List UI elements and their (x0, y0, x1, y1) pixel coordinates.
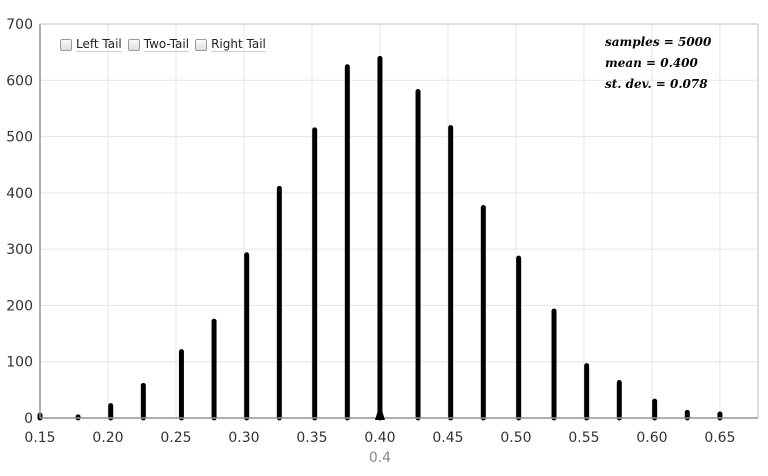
left-tail-label: Left Tail (76, 37, 122, 52)
marker-triangle[interactable] (374, 404, 385, 420)
y-tick-label: 200 (6, 298, 33, 314)
x-tick-labels: 0.15 0.20 0.25 0.30 0.35 0.40 0.45 0.50 0.55 0.60… (24, 430, 735, 446)
summary-stats: samples = 5000 mean = 0.400 st. dev. = 0… (605, 35, 712, 91)
x-tick-label: 0.25 (160, 430, 191, 446)
two-tail-control[interactable]: Two-Tail (127, 37, 190, 52)
tail-controls: Left Tail Two-Tail Right Tail (60, 37, 266, 52)
axes (39, 23, 759, 419)
two-tail-label: Two-Tail (143, 37, 190, 52)
bars (37, 55, 723, 421)
y-tick-labels: 0 100 200 300 400 500 600 700 (6, 17, 33, 427)
x-tick-label: 0.30 (228, 430, 259, 446)
two-tail-checkbox[interactable] (127, 38, 140, 51)
y-tick-label: 100 (6, 355, 33, 371)
left-tail-checkbox[interactable] (60, 38, 72, 51)
stat-sd: st. dev. = 0.078 (605, 77, 708, 91)
x-tick-label: 0.65 (704, 430, 735, 446)
x-tick-label: 0.20 (92, 430, 123, 446)
left-tail-control[interactable]: Left Tail (60, 37, 122, 52)
x-tick-label: 0.35 (296, 430, 327, 446)
stat-mean: mean = 0.400 (605, 56, 698, 70)
y-tick-label: 0 (24, 411, 33, 427)
x-tick-label: 0.40 (364, 430, 395, 446)
marker-label: 0.4 (369, 450, 391, 466)
x-tick-label: 0.50 (500, 430, 531, 446)
x-tick-label: 0.45 (432, 430, 463, 446)
y-tick-label: 700 (6, 17, 33, 33)
x-tick-label: 0.60 (636, 430, 667, 446)
y-tick-label: 400 (6, 186, 33, 202)
y-tick-label: 500 (6, 130, 33, 146)
x-tick-label: 0.15 (24, 430, 55, 446)
right-tail-label: Right Tail (211, 37, 266, 52)
stat-samples: samples = 5000 (605, 35, 712, 49)
right-tail-control[interactable]: Right Tail (195, 37, 266, 52)
plot-frame (39, 23, 759, 419)
x-tick-label: 0.55 (568, 430, 599, 446)
right-tail-checkbox[interactable] (195, 38, 208, 51)
value-marker[interactable]: 0.4 (369, 404, 391, 466)
y-tick-label: 600 (6, 73, 33, 89)
y-tick-label: 300 (6, 242, 33, 258)
